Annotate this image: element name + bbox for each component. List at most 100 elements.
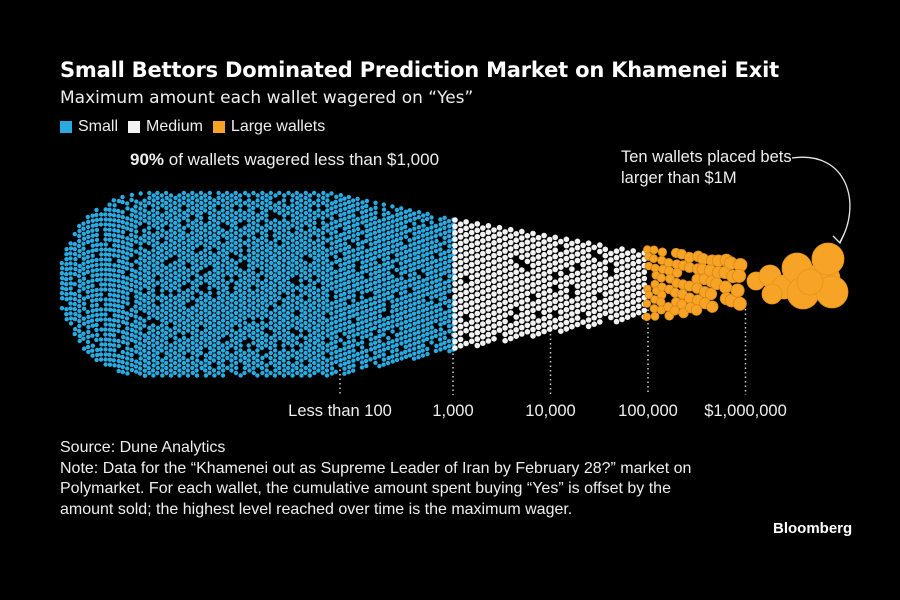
dot-small-wallet: [146, 295, 151, 301]
dot-small-wallet: [237, 323, 243, 328]
dot-medium-wallet: [513, 320, 519, 327]
dot-small-wallet: [255, 358, 260, 363]
dot-small-wallet: [186, 223, 191, 228]
dot-small-wallet: [125, 301, 130, 306]
dot-small-wallet: [229, 313, 234, 318]
dot-small-wallet: [138, 236, 143, 241]
dot-small-wallet: [346, 249, 352, 255]
dot-medium-wallet: [457, 240, 464, 247]
dot-medium-wallet: [457, 311, 464, 317]
dot-small-wallet: [334, 334, 339, 339]
dot-small-wallet: [233, 285, 238, 291]
dot-small-wallet: [225, 240, 230, 246]
dot-small-wallet: [386, 250, 391, 256]
dot-small-wallet: [334, 349, 339, 354]
dot-small-wallet: [203, 278, 209, 283]
dot-medium-wallet: [580, 255, 586, 261]
dot-small-wallet: [281, 363, 287, 368]
dot-large-wallet: [642, 299, 652, 308]
dot-small-wallet: [212, 273, 217, 278]
dot-small-wallet: [151, 263, 156, 268]
dot-medium-wallet: [630, 254, 636, 261]
dot-small-wallet: [86, 319, 91, 325]
dot-small-wallet: [312, 210, 317, 216]
dot-small-wallet: [390, 289, 396, 294]
dot-small-wallet: [329, 206, 334, 211]
dot-small-wallet: [77, 283, 83, 289]
dot-small-wallet: [207, 305, 212, 311]
dot-small-wallet: [77, 333, 83, 339]
dot-small-wallet: [342, 301, 347, 306]
dot-large-wallet: [650, 311, 660, 321]
dot-small-wallet: [346, 264, 352, 270]
dot-small-wallet: [173, 335, 178, 341]
dot-small-wallet: [207, 220, 212, 226]
dot-small-wallet: [103, 207, 108, 212]
dot-small-wallet: [429, 230, 434, 235]
dot-small-wallet: [364, 348, 369, 354]
dot-small-wallet: [216, 335, 221, 341]
dot-small-wallet: [90, 293, 95, 298]
dot-small-wallet: [286, 265, 291, 271]
dot-small-wallet: [259, 315, 265, 321]
dot-small-wallet: [216, 200, 221, 206]
dot-small-wallet: [312, 270, 317, 276]
dot-small-wallet: [424, 306, 430, 312]
dot-small-wallet: [373, 260, 378, 265]
dot-small-wallet: [177, 288, 182, 293]
dot-small-wallet: [147, 215, 152, 221]
dot-small-wallet: [351, 348, 356, 353]
dot-million-wallet: [811, 242, 845, 276]
dot-small-wallet: [298, 193, 304, 198]
dot-medium-wallet: [513, 314, 519, 320]
dot-small-wallet: [107, 222, 112, 227]
dot-small-wallet: [129, 282, 134, 288]
dot-small-wallet: [211, 368, 217, 373]
dot-medium-wallet: [513, 250, 519, 256]
dot-small-wallet: [368, 222, 373, 227]
dot-small-wallet: [385, 225, 391, 231]
dot-small-wallet: [364, 238, 369, 244]
dot-small-wallet: [398, 316, 404, 321]
dot-medium-wallet: [597, 280, 603, 287]
dot-small-wallet: [112, 338, 117, 343]
dot-small-wallet: [381, 302, 386, 307]
dot-small-wallet: [320, 275, 326, 281]
dot-small-wallet: [347, 324, 352, 330]
dot-small-wallet: [138, 296, 143, 301]
dot-medium-wallet: [597, 287, 603, 293]
dot-small-wallet: [190, 335, 195, 341]
dot-small-wallet: [334, 284, 339, 289]
legend-label: Medium: [146, 118, 203, 135]
dot-small-wallet: [116, 228, 121, 234]
dot-small-wallet: [438, 312, 443, 317]
dot-medium-wallet: [569, 323, 575, 330]
dot-small-wallet: [207, 230, 212, 236]
dot-small-wallet: [416, 310, 421, 315]
dot-medium-wallet: [541, 258, 547, 264]
dot-small-wallet: [424, 281, 430, 287]
dot-medium-wallet: [507, 233, 514, 239]
dot-small-wallet: [364, 363, 369, 369]
dot-medium-wallet: [624, 314, 631, 321]
dot-small-wallet: [320, 230, 326, 236]
dot-small-wallet: [216, 190, 221, 196]
dot-small-wallet: [381, 322, 387, 327]
dot-small-wallet: [246, 278, 252, 283]
dot-small-wallet: [277, 330, 282, 336]
dot-small-wallet: [338, 313, 343, 318]
dot-small-wallet: [321, 190, 326, 196]
dot-small-wallet: [359, 320, 365, 325]
dot-small-wallet: [98, 317, 104, 322]
dot-small-wallet: [394, 287, 399, 293]
dot-small-wallet: [198, 280, 204, 286]
dot-small-wallet: [146, 285, 151, 291]
dot-small-wallet: [246, 328, 252, 333]
dot-small-wallet: [198, 190, 204, 196]
dot-small-wallet: [164, 320, 169, 326]
dot-small-wallet: [273, 203, 278, 208]
dot-small-wallet: [211, 298, 217, 303]
dot-small-wallet: [247, 293, 252, 298]
dot-medium-wallet: [619, 316, 625, 323]
dot-small-wallet: [107, 317, 112, 322]
